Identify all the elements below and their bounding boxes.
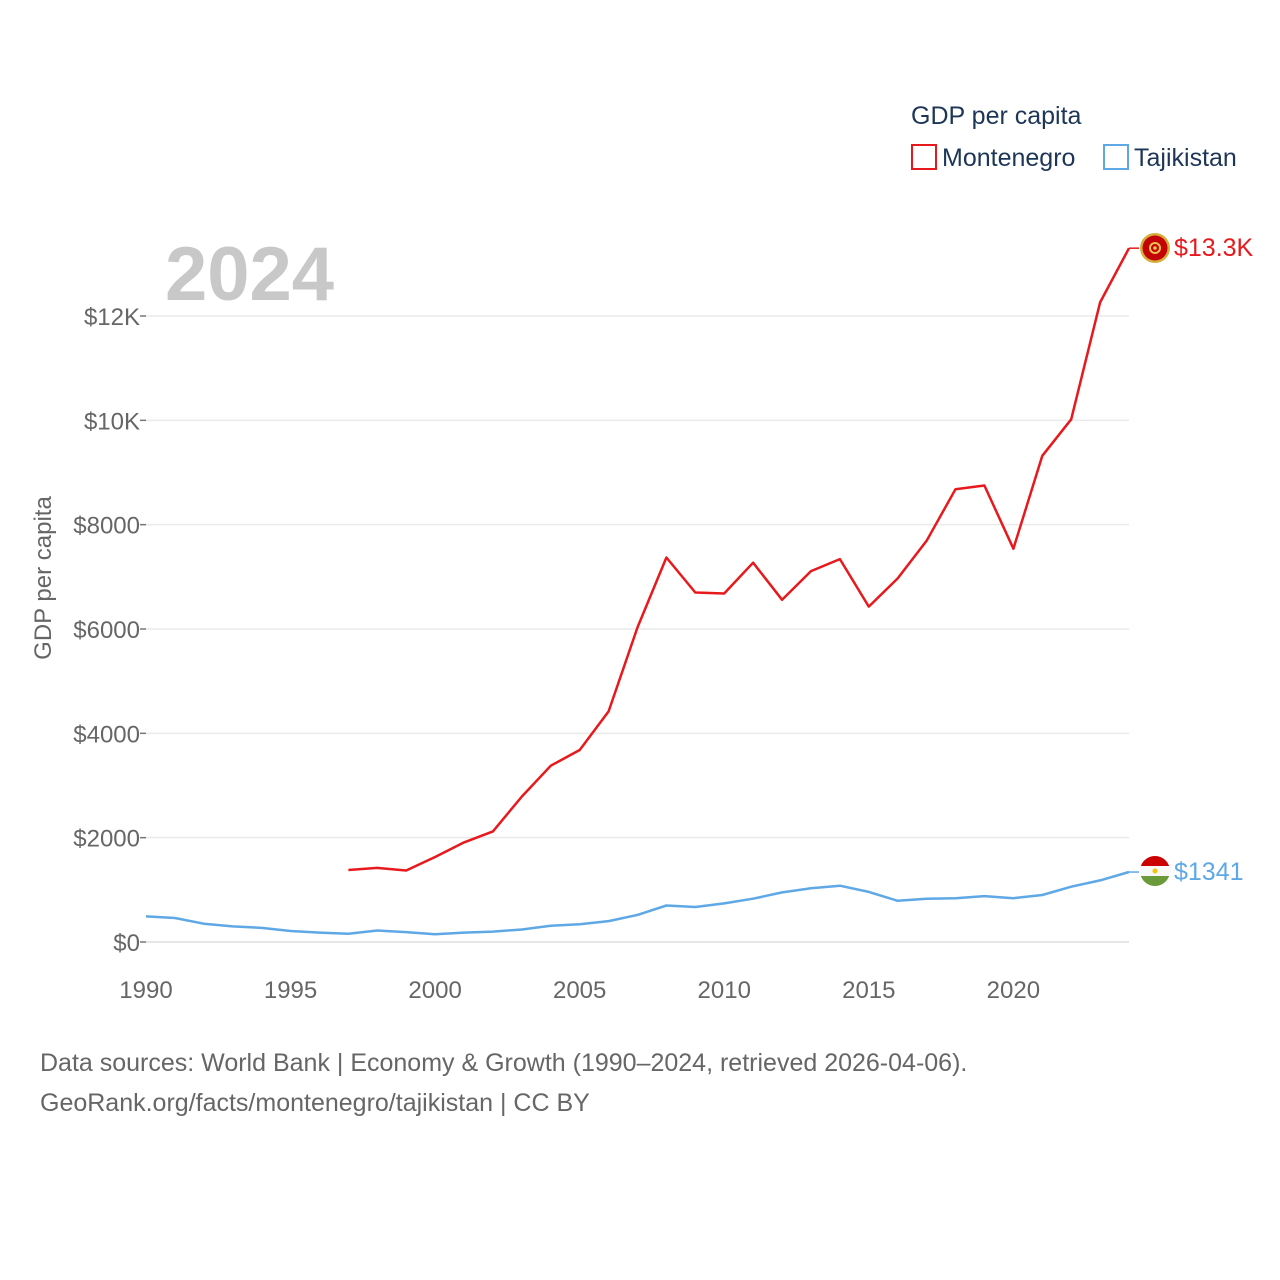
x-tick-label: 2015: [842, 977, 895, 1004]
year-watermark: 2024: [165, 232, 334, 317]
y-tick-label: $2000: [73, 826, 140, 853]
source-line-2: GeoRank.org/facts/montenegro/tajikistan …: [40, 1089, 590, 1117]
x-tick-label: 2010: [698, 977, 751, 1004]
x-tick-label: 2000: [408, 977, 461, 1004]
x-tick-label: 1990: [119, 977, 172, 1004]
series-line-tajikistan[interactable]: [145, 870, 1130, 936]
y-tick-label: $12K: [84, 304, 140, 331]
x-tick-label: 1995: [264, 977, 317, 1004]
y-tick-label: $8000: [73, 513, 140, 540]
legend-label-montenegro: Montenegro: [942, 144, 1075, 172]
legend-title: GDP per capita: [911, 102, 1082, 130]
legend-swatch-tajikistan: [1103, 144, 1129, 170]
chart: 2024 $0 $2000 $4000 $6000 $8000 $10K $12K 1990…: [30, 102, 1254, 1004]
y-tick-label: $10K: [84, 408, 140, 435]
y-axis: $0 $2000 $4000 $6000 $8000 $10K $12K: [73, 304, 146, 957]
legend: GDP per capita Montenegro Tajikistan: [911, 102, 1237, 172]
x-tick-label: 2005: [553, 977, 606, 1004]
series-line-montenegro[interactable]: [348, 247, 1131, 872]
end-label-montenegro: $13.3K: [1174, 234, 1254, 262]
legend-swatch-montenegro: [911, 144, 937, 170]
montenegro-flag-icon: [1140, 233, 1170, 263]
y-tick-label: $4000: [73, 721, 140, 748]
series-group: $13.3K $1341: [145, 234, 1254, 936]
legend-item-tajikistan[interactable]: Tajikistan: [1103, 144, 1237, 172]
tajikistan-flag-icon: [1140, 856, 1170, 886]
y-axis-label: GDP per capita: [30, 496, 57, 660]
x-tick-label: 2020: [987, 977, 1040, 1004]
y-tick-label: $0: [113, 930, 140, 957]
end-label-tajikistan: $1341: [1174, 858, 1244, 886]
legend-label-tajikistan: Tajikistan: [1134, 144, 1237, 172]
data-source-note: Data sources: World Bank | Economy & Gro…: [40, 1043, 967, 1123]
x-axis: 1990 1995 2000 2005 2010 2015 2020: [119, 977, 1040, 1004]
legend-item-montenegro[interactable]: Montenegro: [911, 144, 1075, 172]
grid: [146, 315, 1129, 943]
y-tick-label: $6000: [73, 617, 140, 644]
source-line-1: Data sources: World Bank | Economy & Gro…: [40, 1049, 968, 1077]
